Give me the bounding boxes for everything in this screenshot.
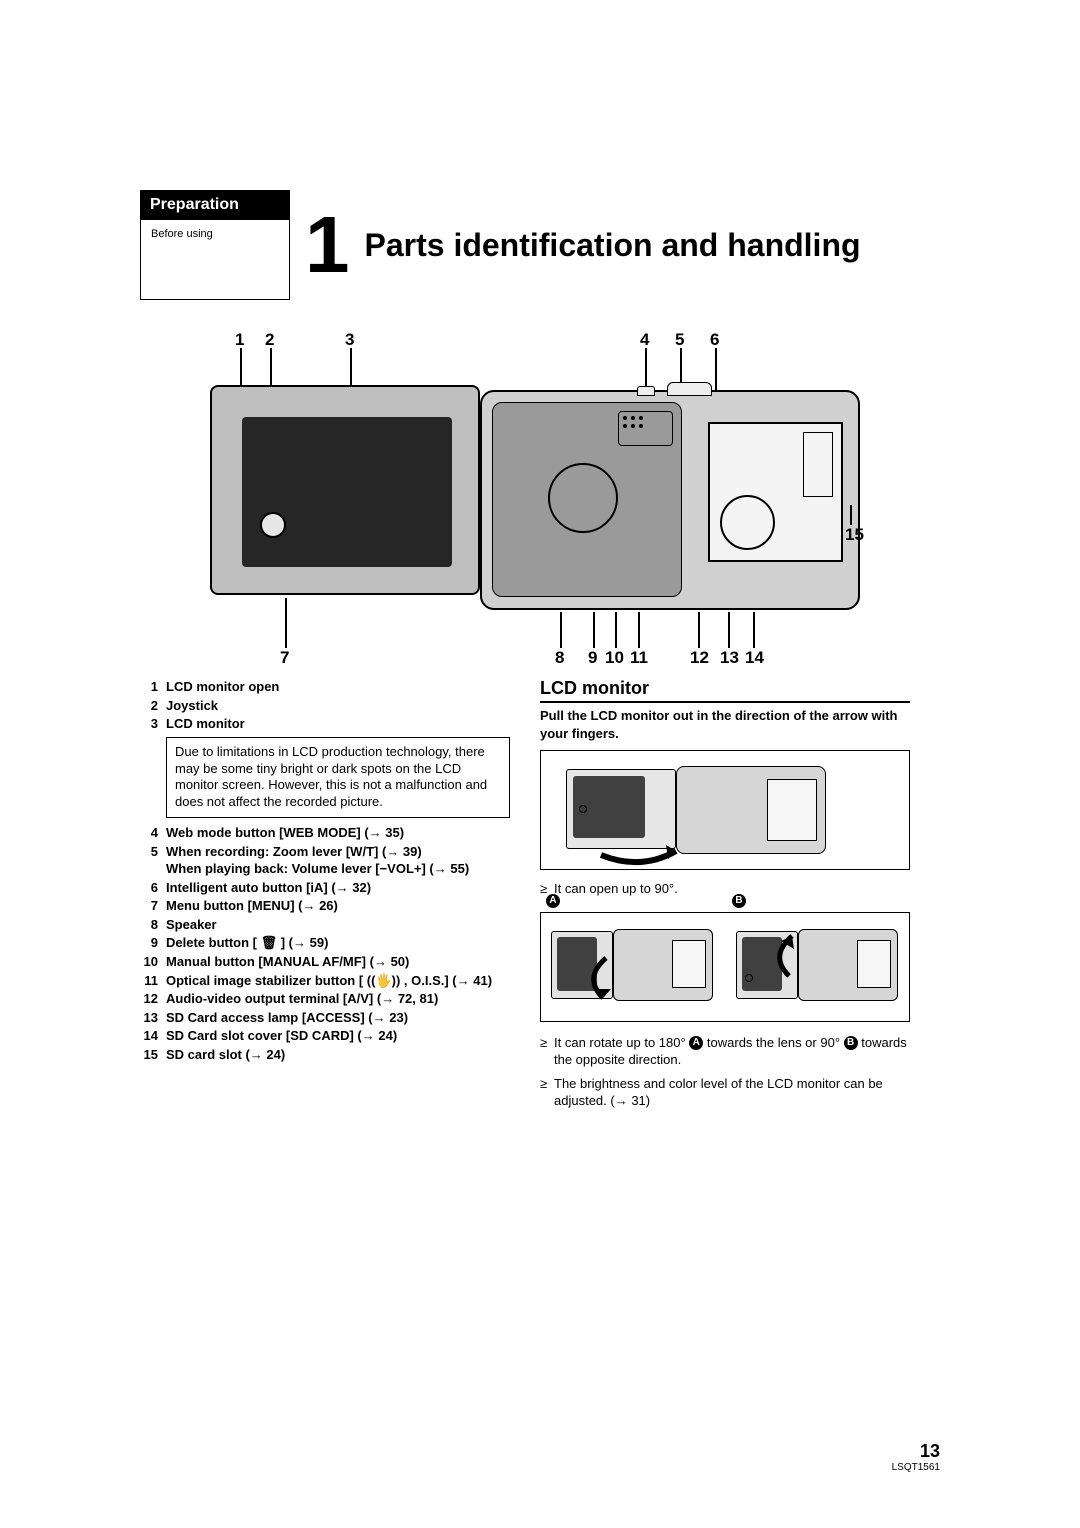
label-a: A [546, 894, 560, 908]
parts-list-b: 4Web mode button [WEB MODE] (→ 35)5When … [140, 824, 510, 1063]
parts-list-item: 7Menu button [MENU] (→ 26) [140, 897, 510, 915]
callout-11: 11 [630, 648, 648, 668]
category-box: Preparation Before using [140, 190, 290, 300]
callout-3: 3 [345, 330, 354, 350]
camera-body [480, 390, 860, 610]
label-b: B [732, 894, 746, 908]
callout-4: 4 [640, 330, 649, 350]
parts-list-item: 3LCD monitor [140, 715, 510, 733]
brightness-note: ≥ The brightness and color level of the … [540, 1075, 910, 1110]
parts-list-item: 12Audio-video output terminal [A/V] (→ 7… [140, 990, 510, 1008]
parts-list-item: 10Manual button [MANUAL AF/MF] (→ 50) [140, 953, 510, 971]
category-label: Preparation [140, 190, 290, 220]
parts-list-item: 9Delete button [ 🗑 ] (→ 59) [140, 934, 510, 952]
callout-12: 12 [690, 648, 709, 668]
content-columns: 1LCD monitor open2Joystick3LCD monitor D… [140, 678, 940, 1116]
parts-list-item: 8Speaker [140, 916, 510, 934]
parts-list-item: 2Joystick [140, 697, 510, 715]
callout-8: 8 [555, 648, 564, 668]
parts-list-item: 5When recording: Zoom lever [W/T] (→ 39)… [140, 843, 510, 878]
lcd-section-lead: Pull the LCD monitor out in the directio… [540, 707, 910, 742]
lcd-rotate-figure [540, 912, 910, 1022]
callout-10: 10 [605, 648, 624, 668]
lcd-section: LCD monitor Pull the LCD monitor out in … [540, 678, 910, 1116]
callout-7: 7 [280, 648, 289, 668]
callout-1: 1 [235, 330, 244, 350]
parts-list-item: 4Web mode button [WEB MODE] (→ 35) [140, 824, 510, 842]
parts-list-item: 13SD Card access lamp [ACCESS] (→ 23) [140, 1009, 510, 1027]
callout-2: 2 [265, 330, 274, 350]
rotate-a-arrow-icon [581, 953, 621, 1008]
parts-list-item: 15SD card slot (→ 24) [140, 1046, 510, 1064]
parts-list-item: 6Intelligent auto button [iA] (→ 32) [140, 879, 510, 897]
callout-6: 6 [710, 330, 719, 350]
callout-9: 9 [588, 648, 597, 668]
subtext: Before using [140, 220, 290, 300]
lcd-open-figure [540, 750, 910, 870]
callout-5: 5 [675, 330, 684, 350]
callout-14: 14 [745, 648, 764, 668]
page-header: Preparation Before using 1 Parts identif… [140, 190, 940, 300]
callout-15: 15 [845, 525, 864, 545]
lcd-panel [210, 385, 480, 595]
rotate-note: ≥ It can rotate up to 180° A towards the… [540, 1034, 910, 1069]
page-title: Parts identification and handling [365, 227, 861, 264]
parts-list-column: 1LCD monitor open2Joystick3LCD monitor D… [140, 678, 510, 1116]
lcd-section-title: LCD monitor [540, 678, 910, 703]
parts-list-item: 11Optical image stabilizer button [ ((🖐)… [140, 972, 510, 990]
rotate-b-arrow-icon [767, 931, 807, 981]
open-note: ≥ It can open up to 90°. [540, 880, 910, 898]
chapter-number: 1 [290, 205, 365, 285]
open-arrow-icon [596, 843, 686, 868]
callout-13: 13 [720, 648, 739, 668]
page-footer: 13 LSQT1561 [892, 1441, 940, 1473]
parts-diagram: 1 2 3 4 5 6 1 [180, 330, 900, 670]
page-number: 13 [892, 1441, 940, 1462]
document-id: LSQT1561 [892, 1462, 940, 1473]
parts-list-item: 14SD Card slot cover [SD CARD] (→ 24) [140, 1027, 510, 1045]
parts-list-a: 1LCD monitor open2Joystick3LCD monitor [140, 678, 510, 733]
lcd-note: Due to limitations in LCD production tec… [166, 737, 510, 819]
parts-list-item: 1LCD monitor open [140, 678, 510, 696]
